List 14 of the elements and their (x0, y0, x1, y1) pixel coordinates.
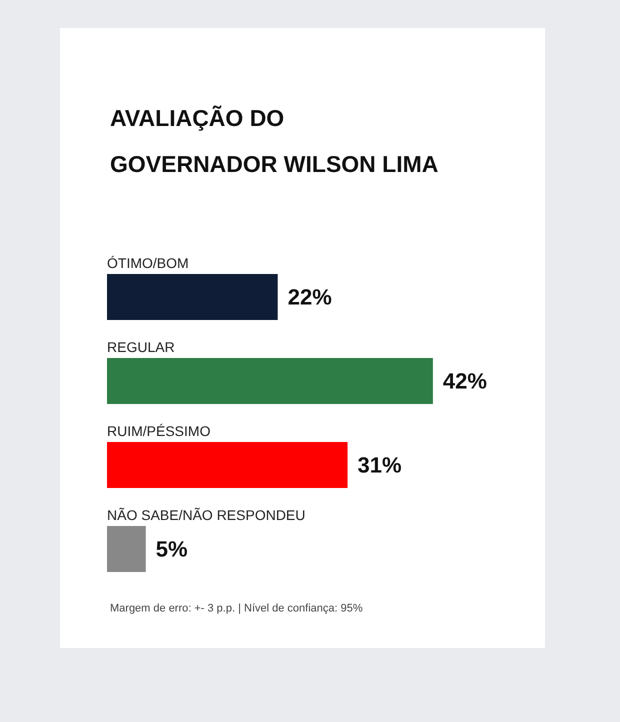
y-tick-label: REGULAR (107, 339, 175, 355)
y-tick-label: ÓTIMO/BOM (107, 255, 189, 271)
chart-title: AVALIAÇÃO DO GOVERNADOR WILSON LIMA (110, 105, 438, 177)
text: Margem de erro: +- 3 p.p. | Nível de confiança: 95% (110, 602, 363, 614)
y-tick-label: NÃO SABE/NÃO RESPONDEU (107, 507, 306, 523)
bar (107, 274, 278, 320)
data-label: 5% (156, 536, 188, 562)
bar (107, 526, 146, 572)
y-tick-label: RUIM/PÉSSIMO (107, 423, 211, 439)
data-label: 22% (288, 284, 332, 310)
bar (107, 442, 348, 488)
data-label: 31% (358, 452, 402, 478)
bar (107, 358, 433, 404)
data-label: 42% (442, 368, 487, 394)
